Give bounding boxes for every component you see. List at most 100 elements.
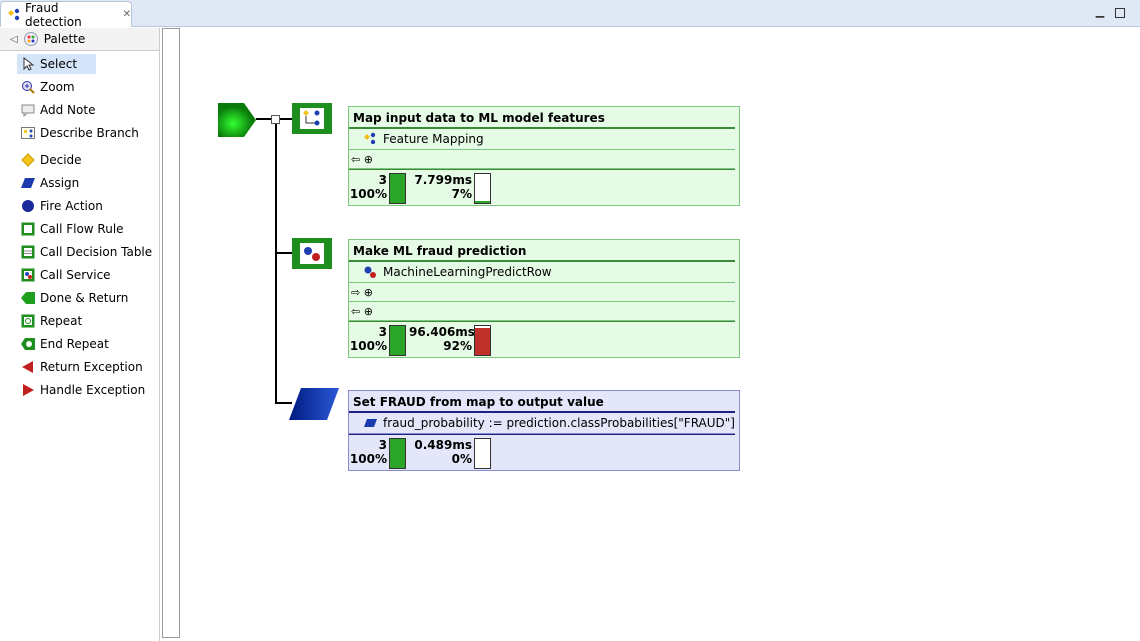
palette-item-label: Call Service — [40, 268, 111, 282]
call-service-node-icon[interactable] — [292, 238, 336, 272]
count-stats: 3 100% — [349, 325, 387, 353]
palette-item-repeat[interactable]: Repeat — [17, 311, 86, 331]
add-icon[interactable]: ⊕ — [363, 286, 373, 299]
count-bar — [389, 325, 406, 356]
flow-node-box[interactable]: Make ML fraud prediction MachineLearning… — [348, 239, 740, 358]
call-flow-rule-node-icon[interactable] — [292, 103, 336, 137]
circle-icon — [22, 200, 34, 212]
count-value: 3 — [378, 438, 387, 452]
time-stats: 0.489ms 0% — [409, 438, 472, 466]
add-icon[interactable]: ⊕ — [363, 305, 373, 318]
editor-tabbar: Fraud detection ✕ ▁ — [0, 0, 1140, 29]
done-icon — [21, 292, 35, 304]
node-call-label: MachineLearningPredictRow — [383, 264, 552, 279]
palette-item-add-note[interactable]: Add Note — [17, 100, 99, 120]
time-bar — [474, 325, 491, 356]
node-title: Make ML fraud prediction — [349, 240, 735, 262]
port-row[interactable]: ⇦ ⊕ — [349, 302, 735, 321]
end-repeat-icon — [21, 338, 35, 350]
count-bar — [389, 173, 406, 204]
port-row[interactable]: ⇦ ⊕ — [349, 150, 735, 169]
palette-item-describe-branch[interactable]: Describe Branch — [17, 123, 143, 143]
palette-item-label: Handle Exception — [40, 383, 146, 397]
palette-item-label: Assign — [40, 176, 80, 190]
node-call-icon — [364, 419, 377, 427]
diamond-icon — [21, 153, 35, 167]
node-call-row[interactable]: fraud_probability := prediction.classPro… — [349, 413, 735, 434]
time-value: 7.799ms — [414, 173, 472, 187]
time-bar — [474, 438, 491, 469]
assign-node-icon[interactable] — [289, 388, 341, 422]
ruler-strip — [162, 28, 180, 638]
return-exception-icon — [22, 361, 33, 373]
time-stats: 7.799ms 7% — [409, 173, 472, 201]
palette-item-fire-action[interactable]: Fire Action — [17, 196, 107, 216]
node-call-label: Feature Mapping — [383, 131, 484, 146]
node-title: Set FRAUD from map to output value — [349, 391, 735, 413]
time-percent: 7% — [451, 187, 472, 201]
collapse-palette-icon[interactable]: ◁ — [10, 33, 18, 45]
palette-item-select[interactable]: Select — [17, 54, 96, 74]
branch-icon — [21, 127, 35, 139]
time-value: 0.489ms — [414, 438, 472, 452]
palette-item-label: Repeat — [40, 314, 83, 328]
parallelogram-icon — [21, 178, 35, 188]
node-call-row[interactable]: Feature Mapping — [349, 129, 735, 150]
palette-item-call-service[interactable]: Call Service — [17, 265, 115, 285]
palette-item-label: Done & Return — [40, 291, 129, 305]
time-percent: 92% — [443, 339, 472, 353]
palette-item-done-return[interactable]: Done & Return — [17, 288, 132, 308]
node-stats: 3 100% 0.489ms 0% — [349, 434, 735, 470]
palette-item-label: End Repeat — [40, 337, 109, 351]
minimize-icon[interactable]: ▁ — [1095, 5, 1105, 18]
port-row[interactable]: ⇨ ⊕ — [349, 283, 735, 302]
add-icon[interactable]: ⊕ — [363, 153, 373, 166]
maximize-icon[interactable] — [1115, 8, 1125, 18]
time-value: 96.406ms — [409, 325, 475, 339]
node-call-row[interactable]: MachineLearningPredictRow — [349, 262, 735, 283]
flow-node-box[interactable]: Set FRAUD from map to output value fraud… — [348, 390, 740, 471]
node-call-icon — [364, 132, 376, 145]
node-stats: 3 100% 7.799ms 7% — [349, 169, 735, 205]
node-stats: 3 100% 96.406ms 92% — [349, 321, 735, 357]
zoom-icon — [22, 81, 35, 94]
palette-item-label: Fire Action — [40, 199, 103, 213]
node-call-icon — [364, 266, 376, 278]
palette-item-call-decision-table[interactable]: Call Decision Table — [17, 242, 156, 262]
palette-item-zoom[interactable]: Zoom — [17, 77, 79, 97]
tab-title: Fraud detection — [25, 0, 82, 29]
palette-title: Palette — [43, 32, 86, 46]
tab-fraud-detection[interactable]: Fraud detection ✕ — [0, 0, 132, 29]
palette-item-assign[interactable]: Assign — [17, 173, 83, 193]
input-arrow-icon: ⇦ — [351, 153, 361, 166]
count-percent: 100% — [349, 452, 387, 466]
palette-item-call-flow-rule[interactable]: Call Flow Rule — [17, 219, 128, 239]
node-title: Map input data to ML model features — [349, 107, 735, 129]
time-bar — [474, 173, 491, 204]
input-arrow-icon: ⇦ — [351, 305, 361, 318]
node-call-label: fraud_probability := prediction.classPro… — [383, 415, 735, 430]
count-stats: 3 100% — [349, 173, 387, 201]
palette-item-handle-exception[interactable]: Handle Exception — [17, 380, 149, 400]
close-tab-icon[interactable]: ✕ — [122, 9, 131, 20]
palette-item-label: Decide — [40, 153, 82, 167]
palette-item-label: Call Flow Rule — [40, 222, 124, 236]
pointer-icon — [23, 57, 35, 71]
handle-exception-icon — [23, 384, 34, 396]
flow-rule-icon — [21, 222, 35, 236]
palette-item-end-repeat[interactable]: End Repeat — [17, 334, 113, 354]
palette-item-decide[interactable]: Decide — [17, 150, 86, 170]
flow-node-box[interactable]: Map input data to ML model features Feat… — [348, 106, 740, 206]
junction-handle[interactable] — [271, 115, 280, 124]
note-icon — [21, 104, 35, 117]
palette-icon — [23, 32, 38, 46]
start-node-icon[interactable] — [218, 103, 258, 137]
service-icon — [21, 268, 35, 282]
palette-item-label: Call Decision Table — [40, 245, 153, 259]
palette-header[interactable]: ◁ Palette — [0, 28, 159, 51]
count-value: 3 — [378, 325, 387, 339]
palette-item-label: Describe Branch — [40, 126, 139, 140]
count-value: 3 — [378, 173, 387, 187]
palette-item-return-exception[interactable]: Return Exception — [17, 357, 147, 377]
palette-item-label: Select — [40, 57, 78, 71]
